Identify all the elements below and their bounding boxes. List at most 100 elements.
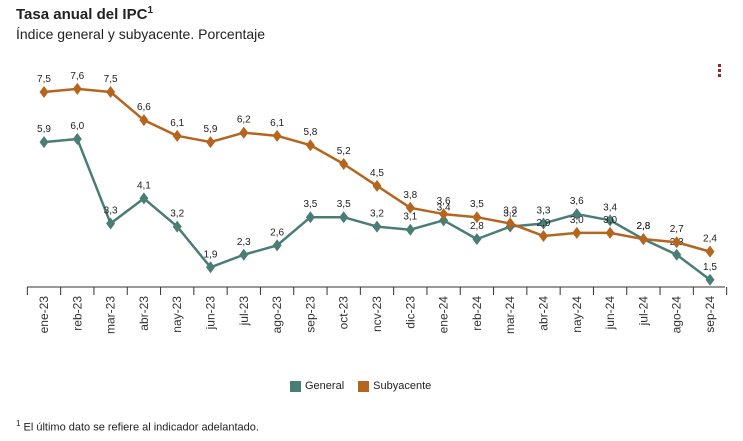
data-label-subyacente: 2,7 bbox=[670, 224, 684, 235]
x-tick-label: abr-23 bbox=[137, 296, 151, 331]
data-label-subyacente: 5,8 bbox=[303, 127, 317, 138]
data-point-general bbox=[572, 208, 582, 221]
data-label-subyacente: 6,1 bbox=[170, 118, 184, 129]
x-tick-label: sep-24 bbox=[703, 296, 717, 333]
title-footnote-mark: 1 bbox=[147, 5, 153, 16]
line-chart: ene-23 reb-23 mar-23 abr-23 nay-23 jun-23 jul-… bbox=[26, 71, 728, 334]
data-point-subyacente bbox=[39, 86, 49, 98]
data-label-subyacente: 3,8 bbox=[403, 190, 417, 201]
data-label-subyacente: 2,4 bbox=[703, 234, 717, 245]
data-point-general bbox=[405, 223, 415, 236]
x-tick-label: reb-23 bbox=[70, 296, 84, 331]
legend: General Subyacente bbox=[290, 380, 431, 392]
data-label-subyacente: 2,9 bbox=[537, 218, 551, 229]
data-label-general: 3,1 bbox=[403, 212, 417, 223]
data-point-subyacente bbox=[439, 208, 449, 221]
data-label-general: 6,0 bbox=[70, 121, 84, 132]
data-label-general: 2,3 bbox=[237, 237, 251, 248]
data-point-general bbox=[372, 220, 382, 233]
x-tick-label: ncv-23 bbox=[370, 296, 384, 332]
x-tick-label: jun-23 bbox=[204, 296, 218, 331]
data-point-subyacente bbox=[206, 136, 215, 149]
data-label-general: 3,2 bbox=[370, 209, 384, 220]
data-point-general bbox=[339, 211, 349, 224]
legend-item-subyacente[interactable]: Subyacente bbox=[358, 380, 431, 392]
legend-item-general[interactable]: General bbox=[290, 380, 344, 392]
data-label-general: 1,5 bbox=[703, 262, 717, 273]
data-point-subyacente bbox=[638, 233, 648, 246]
data-label-subyacente: 4,5 bbox=[370, 168, 384, 179]
chart-subtitle: Índice general y subyacente. Porcentaje bbox=[16, 26, 266, 42]
data-point-general bbox=[305, 211, 315, 224]
data-point-subyacente bbox=[539, 229, 548, 242]
footnote-mark: 1 bbox=[16, 419, 21, 428]
data-point-subyacente bbox=[72, 82, 82, 95]
data-point-subyacente bbox=[605, 226, 615, 239]
data-label-general: 3,4 bbox=[437, 202, 451, 213]
data-point-general bbox=[272, 239, 282, 252]
data-point-subyacente bbox=[505, 217, 515, 230]
x-tick-label: ago-23 bbox=[270, 296, 284, 334]
data-point-general bbox=[672, 248, 682, 261]
x-tick-label: jun-24 bbox=[603, 296, 617, 331]
data-point-subyacente bbox=[405, 201, 415, 214]
data-label-general: 3,2 bbox=[170, 209, 184, 220]
data-label-subyacente: 3,6 bbox=[437, 196, 451, 207]
data-label-subyacente: 3,5 bbox=[470, 199, 484, 210]
legend-label-subyacente: Subyacente bbox=[373, 380, 432, 392]
title-text: Tasa anual del IPC bbox=[16, 6, 148, 23]
x-tick-label: abr-24 bbox=[537, 296, 551, 331]
data-label-subyacente: 5,2 bbox=[337, 146, 351, 157]
data-point-subyacente bbox=[139, 114, 149, 127]
legend-swatch-general bbox=[290, 380, 301, 392]
data-point-subyacente bbox=[172, 129, 182, 142]
data-point-general bbox=[705, 273, 715, 286]
legend-label-general: General bbox=[305, 380, 345, 392]
data-label-general: 3,3 bbox=[537, 205, 551, 216]
footnote-text: El último dato se refiere al indicador a… bbox=[23, 421, 259, 434]
x-tick-label: dic-23 bbox=[403, 296, 417, 329]
data-point-subyacente bbox=[339, 157, 349, 170]
x-tick-label: ene-24 bbox=[437, 296, 451, 334]
data-label-general: 3,3 bbox=[104, 205, 118, 216]
data-point-general bbox=[605, 214, 615, 227]
data-label-general: 3,2 bbox=[503, 209, 517, 220]
data-point-subyacente bbox=[372, 179, 382, 192]
x-tick-label: ene-23 bbox=[37, 296, 51, 334]
x-tick-label: jul-24 bbox=[636, 296, 650, 327]
x-tick-label: mar-24 bbox=[503, 296, 517, 334]
legend-swatch-subyacente bbox=[358, 380, 370, 392]
data-label-general: 5,9 bbox=[37, 124, 51, 135]
data-point-subyacente bbox=[305, 139, 315, 152]
x-tick-label: oct-23 bbox=[337, 296, 351, 330]
data-label-general: 1,9 bbox=[204, 249, 218, 260]
data-label-subyacente: 6,1 bbox=[270, 118, 284, 129]
x-tick-label: sep-23 bbox=[303, 296, 317, 333]
x-tick-label: ago-24 bbox=[670, 296, 684, 334]
data-point-subyacente bbox=[672, 236, 682, 249]
data-point-general bbox=[239, 248, 249, 261]
data-point-general bbox=[539, 217, 548, 230]
x-tick-label: jul-23 bbox=[237, 296, 251, 327]
data-point-subyacente bbox=[272, 129, 282, 142]
data-label-general: 2,8 bbox=[636, 221, 650, 232]
data-label-subyacente: 2,8 bbox=[636, 221, 650, 232]
data-label-subyacente: 3,0 bbox=[603, 215, 617, 226]
data-label-subyacente: 5,9 bbox=[204, 124, 218, 135]
data-point-general bbox=[106, 217, 116, 230]
footnote: 1 El último dato se refiere al indicador… bbox=[16, 419, 259, 434]
data-label-subyacente: 7,5 bbox=[104, 74, 118, 85]
data-label-subyacente: 6,6 bbox=[137, 102, 151, 113]
data-label-subyacente: 7,6 bbox=[70, 71, 84, 82]
kebab-menu-icon[interactable] bbox=[717, 64, 723, 79]
data-label-subyacente: 3,3 bbox=[503, 205, 517, 216]
data-point-subyacente bbox=[572, 226, 582, 239]
data-point-general bbox=[72, 132, 82, 145]
data-label-general: 2,8 bbox=[470, 221, 484, 232]
data-label-general: 3,5 bbox=[303, 199, 317, 210]
data-point-subyacente bbox=[239, 126, 249, 139]
data-label-general: 3,4 bbox=[603, 202, 617, 213]
data-label-subyacente: 3,0 bbox=[570, 215, 584, 226]
x-tick-label: nay-24 bbox=[570, 296, 584, 333]
data-point-general bbox=[139, 192, 149, 205]
